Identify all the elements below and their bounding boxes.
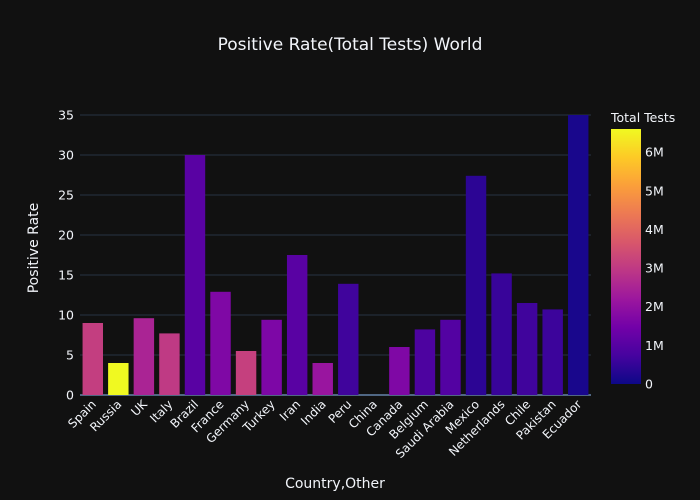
bar bbox=[414, 329, 436, 395]
bar bbox=[389, 347, 410, 395]
bar bbox=[568, 115, 589, 395]
colorbar-tick-labels: 0 1M 2M 3M 4M 5M 6M bbox=[645, 145, 664, 392]
colorbar-tick-label: 3M bbox=[645, 261, 664, 276]
y-tick-labels: 0 5 10 15 20 25 30 35 bbox=[58, 108, 74, 403]
bar bbox=[159, 333, 180, 395]
colorbar-tick-label: 4M bbox=[645, 222, 664, 237]
bar bbox=[465, 175, 487, 395]
y-tick-label: 0 bbox=[66, 388, 74, 403]
bar bbox=[108, 363, 129, 395]
colorbar-gradient bbox=[611, 129, 641, 384]
bar bbox=[516, 303, 538, 395]
bar bbox=[338, 283, 359, 395]
y-axis-label: Positive Rate bbox=[26, 203, 42, 294]
y-tick-label: 15 bbox=[58, 268, 74, 283]
bar bbox=[440, 319, 461, 395]
colorbar-tick-label: 6M bbox=[645, 145, 664, 160]
colorbar-tick-label: 2M bbox=[645, 299, 664, 314]
colorbar-tick-label: 5M bbox=[645, 183, 664, 198]
grid-lines bbox=[80, 114, 591, 396]
bar bbox=[286, 255, 308, 395]
y-tick-label: 35 bbox=[58, 108, 74, 123]
bars bbox=[82, 115, 589, 395]
y-tick-label: 30 bbox=[58, 148, 74, 163]
colorbar-tick-label: 0 bbox=[645, 377, 653, 392]
y-tick-label: 5 bbox=[66, 348, 74, 363]
chart-title: Positive Rate(Total Tests) World bbox=[218, 35, 483, 55]
y-tick-label: 25 bbox=[58, 188, 74, 203]
bar bbox=[261, 319, 282, 395]
y-tick-label: 20 bbox=[58, 228, 74, 243]
colorbar: Total Tests 0 1M 2M 3M 4M 5M 6M bbox=[610, 110, 675, 392]
bar bbox=[312, 363, 333, 395]
y-tick-label: 10 bbox=[58, 308, 74, 323]
bar bbox=[491, 273, 512, 395]
x-axis-label: Country,Other bbox=[285, 476, 385, 492]
bar bbox=[235, 351, 257, 395]
bar bbox=[184, 155, 206, 395]
x-tick-label: India bbox=[298, 397, 329, 428]
bar bbox=[542, 309, 563, 395]
bar bbox=[82, 323, 103, 395]
bar bbox=[210, 291, 231, 395]
colorbar-tick-label: 1M bbox=[645, 338, 664, 353]
colorbar-title: Total Tests bbox=[610, 110, 675, 125]
bar bbox=[133, 318, 155, 395]
